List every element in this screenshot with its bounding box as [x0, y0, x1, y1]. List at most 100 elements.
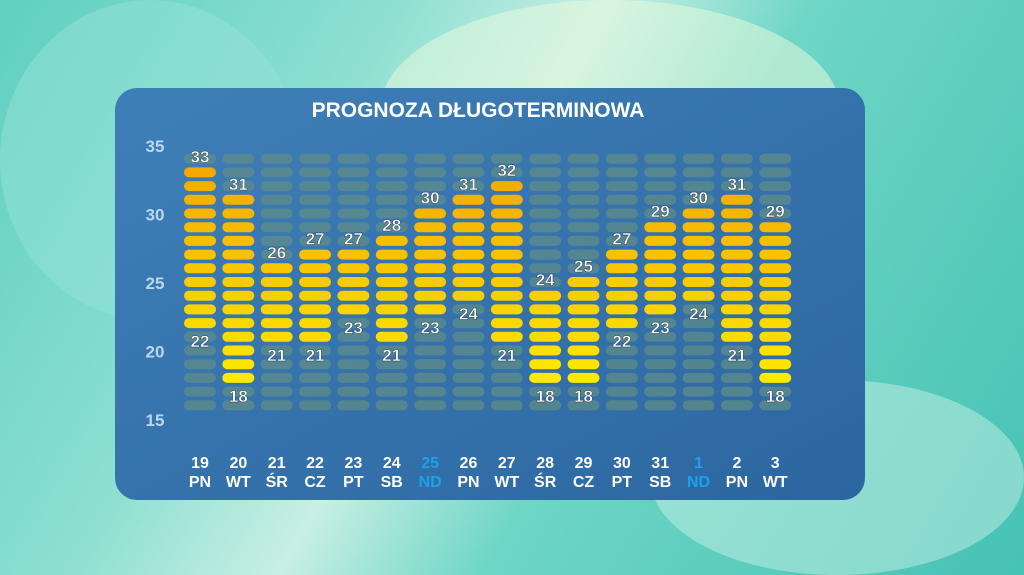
temperature-segment — [759, 400, 792, 411]
temperature-segment-lit — [222, 304, 255, 315]
temperature-segment — [529, 222, 562, 233]
high-temp-label: 30 — [689, 189, 708, 208]
temperature-segment-lit — [184, 208, 216, 219]
weekday-label: CZ — [304, 474, 326, 491]
day-column: 32 21 — [490, 153, 523, 411]
temperature-segment — [720, 400, 753, 411]
date-label: 19 — [191, 455, 209, 472]
temperature-segment-lit — [490, 263, 523, 274]
temperature-segment-lit — [414, 235, 447, 246]
temperature-segment-lit — [682, 208, 715, 219]
temperature-segment — [375, 372, 408, 383]
temperature-segment-lit — [720, 304, 753, 315]
temperature-segment-lit — [184, 277, 216, 287]
chart-title: PROGNOZA DŁUGOTERMINOWA — [312, 99, 645, 122]
temperature-segment-lit — [490, 194, 523, 205]
temperature-segment — [567, 194, 600, 205]
temperature-segment — [260, 153, 293, 164]
temperature-segment-lit — [222, 290, 255, 301]
temperature-segment — [644, 359, 677, 370]
temperature-segment-lit — [567, 359, 600, 370]
day-column: 27 22 — [605, 153, 638, 411]
temperature-segment — [452, 386, 485, 397]
weekday-label: PN — [189, 474, 211, 491]
temperature-segment — [375, 359, 408, 370]
temperature-segment-lit — [222, 249, 255, 260]
date-label: 31 — [651, 455, 669, 472]
temperature-segment — [759, 194, 792, 205]
temperature-segment — [337, 167, 370, 178]
temperature-segment-lit — [452, 222, 485, 233]
temperature-segment-lit — [490, 181, 523, 192]
low-temp-label: 18 — [766, 387, 785, 406]
temperature-segment-lit — [682, 263, 715, 274]
temperature-segment — [414, 331, 447, 342]
high-temp-label: 31 — [459, 175, 478, 194]
weekday-label: ND — [419, 474, 442, 491]
temperature-segment — [644, 400, 677, 411]
temperature-segment — [414, 194, 447, 205]
temperature-segment — [720, 345, 753, 356]
temperature-segment-lit — [337, 290, 370, 301]
temperature-segment — [260, 181, 293, 192]
temperature-segment — [682, 153, 715, 164]
temperature-segment — [222, 386, 255, 397]
temperature-segment-lit — [184, 194, 216, 205]
temperature-segment-lit — [375, 331, 408, 342]
temperature-segment — [222, 167, 255, 178]
temperature-segment — [490, 386, 523, 397]
temperature-segment — [644, 372, 677, 383]
temperature-segment — [299, 235, 332, 246]
weekday-label: WT — [494, 474, 519, 491]
temperature-segment — [605, 331, 638, 342]
date-label: 29 — [575, 455, 593, 472]
temperature-segment-lit — [720, 290, 753, 301]
temperature-segment — [299, 359, 332, 370]
temperature-segment — [682, 194, 715, 205]
temperature-segment — [452, 345, 485, 356]
temperature-segment-lit — [759, 359, 792, 370]
temperature-segment — [529, 153, 562, 164]
temperature-segment-lit — [644, 222, 677, 233]
temperature-segment — [184, 153, 216, 164]
day-column: 33 22 — [184, 147, 216, 411]
temperature-segment-lit — [567, 304, 600, 315]
day-column: 31 21 — [720, 153, 753, 411]
temperature-segment-lit — [375, 277, 408, 287]
temperature-segment — [644, 181, 677, 192]
temperature-segment — [567, 153, 600, 164]
temperature-segment-lit — [644, 263, 677, 274]
temperature-segment-lit — [222, 235, 255, 246]
temperature-segment — [414, 345, 447, 356]
temperature-segment-lit — [414, 290, 447, 301]
temperature-segment — [759, 181, 792, 192]
temperature-segment — [260, 235, 293, 246]
temperature-segment — [337, 331, 370, 342]
temperature-segment — [605, 345, 638, 356]
temperature-segment — [605, 386, 638, 397]
temperature-segment-lit — [720, 277, 753, 287]
temperature-segment-lit — [605, 304, 638, 315]
high-temp-label: 29 — [766, 202, 785, 221]
temperature-segment — [299, 386, 332, 397]
temperature-segment-lit — [567, 318, 600, 329]
temperature-segment — [605, 208, 638, 219]
temperature-segment-lit — [260, 290, 293, 301]
temperature-segment-lit — [567, 331, 600, 342]
temperature-segment — [222, 153, 255, 164]
temperature-segment — [567, 222, 600, 233]
temperature-segment — [375, 208, 408, 219]
temperature-segment — [299, 222, 332, 233]
date-label: 3 — [771, 455, 780, 472]
low-temp-label: 21 — [267, 346, 286, 365]
temperature-segment — [644, 331, 677, 342]
temperature-segment — [337, 345, 370, 356]
low-temp-label: 21 — [497, 346, 516, 365]
temperature-segment — [299, 208, 332, 219]
temperature-segment-lit — [222, 359, 255, 370]
date-label: 28 — [536, 455, 554, 472]
temperature-segment — [299, 372, 332, 383]
high-temp-label: 28 — [382, 216, 401, 235]
temperature-segment-lit — [375, 304, 408, 315]
weekday-label: PN — [726, 474, 748, 491]
